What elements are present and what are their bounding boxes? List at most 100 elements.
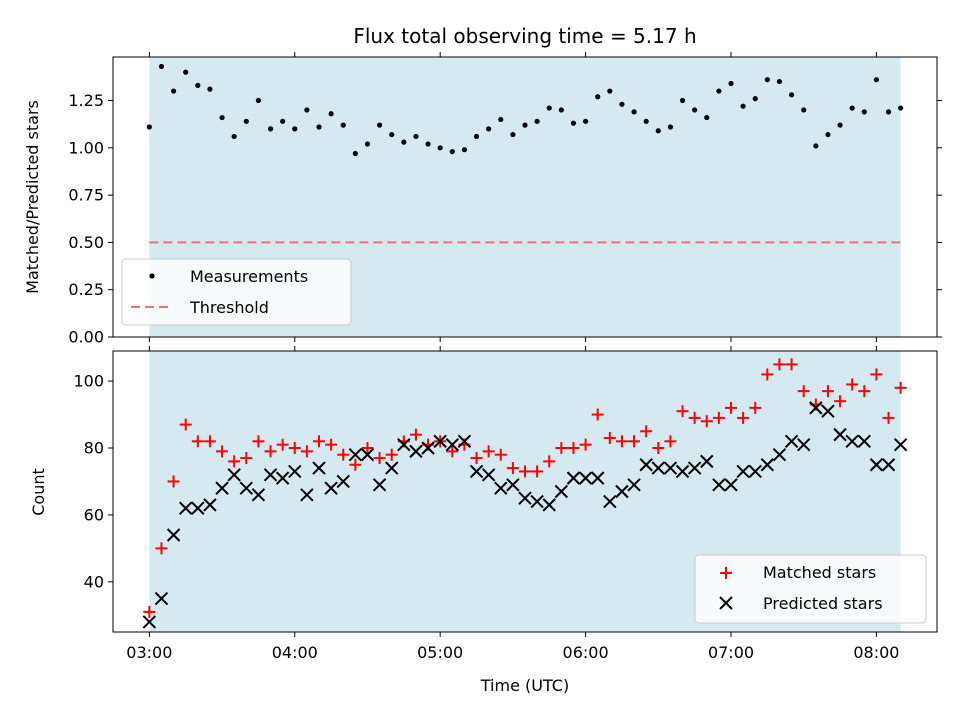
measurement-point xyxy=(582,118,589,124)
matched-star-point xyxy=(555,442,568,455)
count-legend: Matched stars Predicted stars xyxy=(694,554,927,624)
measurement-point xyxy=(704,114,710,121)
matched-star-point xyxy=(349,458,362,471)
measurement-point xyxy=(146,124,152,130)
count-y-axis: 40 60 80 100 xyxy=(73,372,113,591)
matched-star-point xyxy=(591,408,604,421)
matched-star-point xyxy=(446,445,459,458)
measurement-point xyxy=(740,103,746,109)
measurements-legend-marker xyxy=(149,273,155,279)
measurement-point xyxy=(776,78,783,85)
measurement-point xyxy=(364,141,371,147)
predicted-star-point xyxy=(372,478,387,492)
matched-star-point xyxy=(240,452,253,465)
ratio-legend: Measurements Threshold xyxy=(121,258,352,326)
predicted-star-point xyxy=(736,464,750,479)
ratio-y-axis-label: Matched/Predicted stars xyxy=(23,100,42,294)
matched-star-point xyxy=(179,418,192,431)
predicted-star-point xyxy=(300,488,314,502)
y-tick-label: 60 xyxy=(84,505,104,524)
predicted-star-point xyxy=(384,461,399,475)
matched-star-point xyxy=(834,395,847,408)
matched-star-point xyxy=(191,435,204,448)
predicted-star-point xyxy=(239,481,254,495)
chart-title: Flux total observing time = 5.17 h xyxy=(353,24,696,48)
measurement-point xyxy=(692,107,698,113)
predicted-star-point xyxy=(457,434,472,449)
matched-star-point xyxy=(325,438,338,451)
predicted-star-point xyxy=(348,447,363,462)
measurement-point xyxy=(631,109,637,115)
matched-star-point xyxy=(276,438,289,451)
y-tick-label: 40 xyxy=(84,572,104,591)
measurement-point xyxy=(546,105,552,111)
measurement-point xyxy=(425,141,431,147)
measurement-point xyxy=(643,118,649,124)
predicted-star-point xyxy=(845,434,859,449)
matched-star-point xyxy=(313,435,325,448)
predicted-star-point xyxy=(675,464,690,479)
matched-star-point xyxy=(858,385,871,398)
measurement-point xyxy=(376,122,383,128)
count-y-axis-label: Count xyxy=(29,468,48,516)
matched-star-point xyxy=(337,448,350,461)
matched-star-point xyxy=(628,435,641,448)
x-tick-label: 03:00 xyxy=(126,643,172,662)
predicted-star-point xyxy=(784,434,799,449)
matched-star-point xyxy=(785,358,798,371)
predicted-star-point xyxy=(215,481,229,495)
predicted-star-point xyxy=(360,447,375,462)
predicted-star-point xyxy=(433,434,447,449)
matched-star-point xyxy=(761,368,774,381)
measurement-point xyxy=(825,131,831,138)
matched-star-point xyxy=(640,425,653,438)
y-tick-label: 0.75 xyxy=(68,186,104,205)
measurement-point xyxy=(243,118,249,124)
measurement-point xyxy=(522,122,528,128)
y-tick-label: 80 xyxy=(84,439,104,458)
measurement-point xyxy=(352,150,358,157)
predicted-star-point xyxy=(615,484,629,499)
matched-star-point xyxy=(700,415,713,428)
matched-star-point xyxy=(216,445,229,458)
matched-star-point xyxy=(252,435,265,448)
predicted-star-point xyxy=(748,464,762,479)
predicted-star-point xyxy=(191,501,205,515)
predicted-star-point xyxy=(639,458,653,472)
y-tick-label: 1.00 xyxy=(68,138,104,157)
matched-star-point xyxy=(797,385,810,398)
x-axis-label: Time (UTC) xyxy=(480,676,569,695)
matched-star-point xyxy=(506,462,519,475)
matched-star-point xyxy=(155,542,168,555)
measurement-point xyxy=(885,109,892,115)
predicted-star-point xyxy=(663,461,678,475)
measurement-point xyxy=(728,80,734,87)
predicted-star-point xyxy=(796,437,811,452)
ratio-y-axis: 0.00 0.25 0.50 0.75 1.00 1.25 xyxy=(68,91,942,347)
ratio-panel: 0.00 0.25 0.50 0.75 1.00 1.25 Matched/Predict… xyxy=(23,52,942,347)
count-panel: 40 60 80 100 03:00 04:00 05:00 06:00 07:00 08:00… xyxy=(29,346,938,695)
matched-star-point xyxy=(567,442,580,455)
matched-star-point xyxy=(688,411,701,424)
predicted-legend-label: Predicted stars xyxy=(763,594,883,613)
predicted-star-point xyxy=(542,498,556,512)
measurement-point xyxy=(558,107,564,113)
measurement-point xyxy=(461,147,468,153)
measurement-point xyxy=(801,107,807,113)
measurement-point xyxy=(679,97,686,104)
matched-star-point xyxy=(264,445,277,458)
x-tick-label: 08:00 xyxy=(853,643,899,662)
measurement-point xyxy=(267,126,274,132)
count-axes-frame xyxy=(112,350,938,633)
measurements-series xyxy=(146,63,904,157)
measurement-point xyxy=(752,96,758,102)
measurement-point xyxy=(183,69,189,75)
measurement-point xyxy=(413,133,419,140)
matched-star-point xyxy=(749,401,762,414)
predicted-star-point xyxy=(712,478,726,492)
predicted-star-point xyxy=(590,471,605,485)
ratio-axes-frame xyxy=(112,56,938,338)
predicted-star-point xyxy=(275,471,290,485)
predicted-star-point xyxy=(142,615,157,629)
